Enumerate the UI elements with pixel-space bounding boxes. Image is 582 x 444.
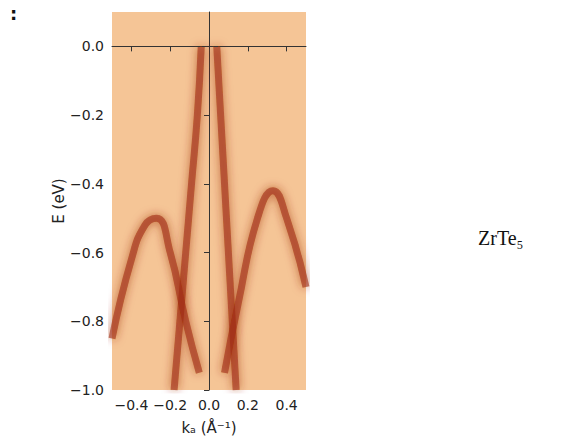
svg-text:−0.2: −0.2 [70, 107, 104, 123]
svg-text:0.0: 0.0 [82, 38, 104, 54]
svg-text:ZrTe₅: ZrTe₅ [478, 227, 524, 249]
svg-text:0.2: 0.2 [237, 397, 259, 413]
svg-text:0.4: 0.4 [275, 397, 297, 413]
svg-text:−0.4: −0.4 [114, 397, 148, 413]
svg-text:−1.0: −1.0 [70, 382, 104, 398]
svg-text:−0.4: −0.4 [70, 176, 104, 192]
svg-text::: : [10, 3, 17, 24]
svg-text:E (eV): E (eV) [50, 178, 68, 223]
svg-text:−0.6: −0.6 [70, 245, 104, 261]
svg-text:kₐ (Å⁻¹): kₐ (Å⁻¹) [181, 418, 236, 437]
svg-text:−0.8: −0.8 [70, 313, 104, 329]
svg-text:−0.2: −0.2 [153, 397, 187, 413]
svg-text:0.0: 0.0 [198, 397, 220, 413]
